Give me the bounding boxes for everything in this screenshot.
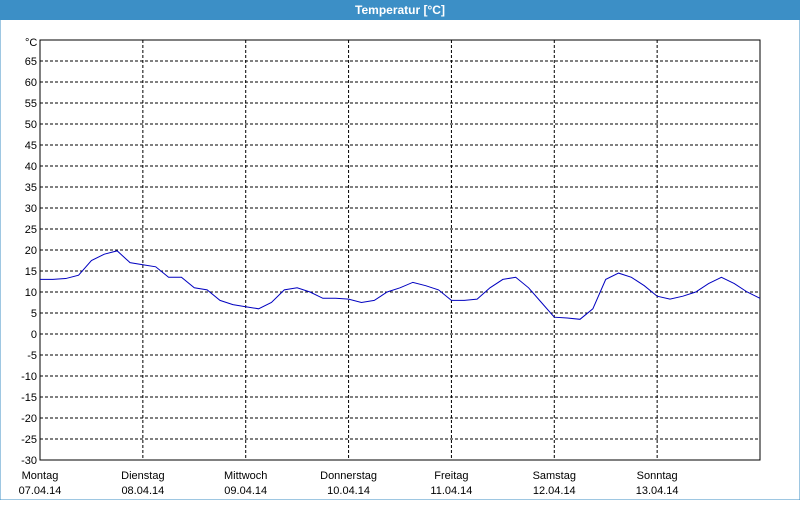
- x-tick-date: 08.04.14: [121, 485, 164, 497]
- y-tick-label: 65: [25, 56, 37, 68]
- x-tick-date: 11.04.14: [430, 485, 472, 497]
- x-tick-label: Freitag: [434, 470, 468, 482]
- x-tick-date: 10.04.14: [327, 485, 370, 497]
- y-tick-label: 50: [25, 119, 37, 131]
- y-tick-label: 25: [25, 224, 37, 236]
- y-tick-label: -10: [21, 371, 37, 383]
- y-tick-label: -20: [21, 413, 37, 425]
- y-tick-label: 30: [25, 203, 37, 215]
- x-tick-date: 07.04.14: [19, 485, 62, 497]
- chart-title: Temperatur [°C]: [355, 3, 445, 17]
- y-tick-label: 0: [31, 329, 37, 341]
- y-tick-label: 5: [31, 308, 37, 320]
- x-tick-label: Sonntag: [637, 470, 678, 482]
- x-tick-label: Samstag: [533, 470, 576, 482]
- x-tick-date: 12.04.14: [533, 485, 576, 497]
- temperature-line: [40, 250, 761, 320]
- y-tick-label: 35: [25, 182, 37, 194]
- title-bar: [0, 0, 800, 20]
- x-tick-date: 09.04.14: [224, 485, 267, 497]
- y-tick-label: -30: [21, 455, 37, 467]
- x-tick-label: Dienstag: [121, 470, 164, 482]
- y-tick-label: 15: [25, 266, 37, 278]
- y-tick-label: 45: [25, 140, 37, 152]
- y-tick-label: 60: [25, 77, 37, 89]
- y-tick-label: -25: [21, 434, 37, 446]
- x-tick-label: Mittwoch: [224, 470, 267, 482]
- y-unit: °C: [25, 37, 37, 49]
- y-tick-label: 10: [25, 287, 37, 299]
- x-tick-label: Montag: [22, 470, 59, 482]
- x-tick-date: 13.04.14: [636, 485, 679, 497]
- y-tick-label: -15: [21, 392, 37, 404]
- x-tick-label: Donnerstag: [320, 470, 377, 482]
- y-tick-label: 40: [25, 161, 37, 173]
- y-tick-label: 20: [25, 245, 37, 257]
- y-tick-label: -5: [27, 350, 37, 362]
- y-tick-label: 55: [25, 98, 37, 110]
